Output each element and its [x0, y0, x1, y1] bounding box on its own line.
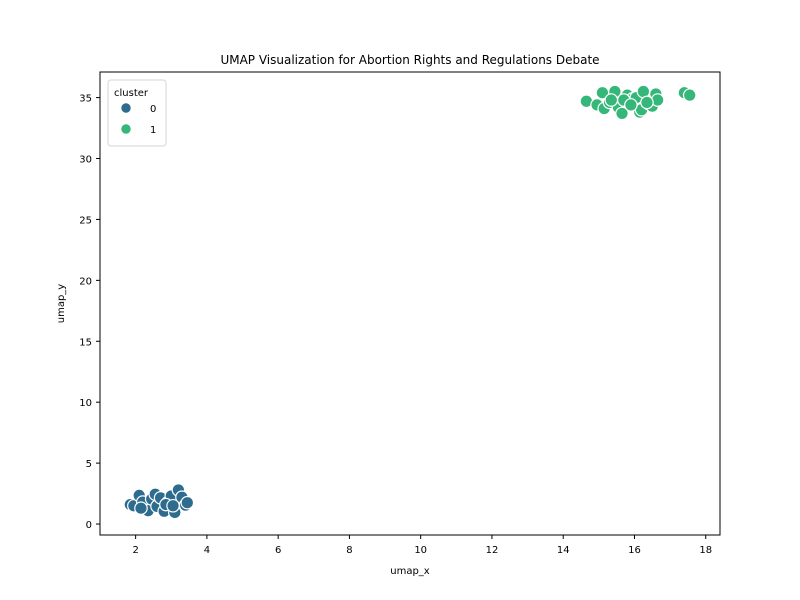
x-tick-label: 2: [132, 545, 138, 556]
x-tick-label: 4: [204, 545, 210, 556]
y-tick-label: 15: [79, 337, 92, 348]
x-tick-label: 14: [557, 545, 570, 556]
scatter-point-cluster-1: [615, 106, 629, 121]
legend-marker-cluster-1: [120, 123, 132, 135]
x-tick-label: 6: [275, 545, 281, 556]
scatter-point-cluster-0: [180, 495, 195, 510]
x-tick-label: 8: [346, 545, 352, 556]
y-tick-label: 25: [79, 215, 92, 226]
scatter-point-cluster-1: [640, 95, 654, 110]
x-axis-label: umap_x: [390, 566, 430, 577]
scatter-point-cluster-0: [134, 501, 148, 515]
x-tick-label: 16: [628, 545, 641, 556]
y-tick-label: 30: [79, 155, 92, 166]
scatter-point-cluster-0: [166, 498, 180, 513]
legend-title: cluster: [114, 88, 149, 99]
x-tick-label: 18: [699, 545, 712, 556]
y-tick-label: 35: [79, 94, 92, 105]
y-tick-label: 10: [79, 398, 92, 409]
x-tick-label: 12: [486, 545, 499, 556]
legend-marker-cluster-0: [120, 102, 132, 114]
scatter-point-cluster-1: [624, 98, 638, 112]
scatter-point-cluster-1: [604, 93, 619, 107]
legend-label-cluster-1: 1: [150, 125, 156, 136]
plot-frame: [99, 71, 721, 536]
x-tick-label: 10: [414, 545, 427, 556]
y-axis-label: umap_y: [56, 284, 67, 324]
chart-title: UMAP Visualization for Abortion Rights a…: [220, 53, 599, 67]
y-tick-label: 0: [86, 520, 92, 531]
legend-label-cluster-0: 0: [150, 104, 156, 115]
scatter-point-cluster-1: [682, 88, 697, 102]
y-tick-label: 5: [86, 459, 92, 470]
y-tick-label: 20: [79, 276, 92, 287]
plot-area: [100, 72, 720, 535]
